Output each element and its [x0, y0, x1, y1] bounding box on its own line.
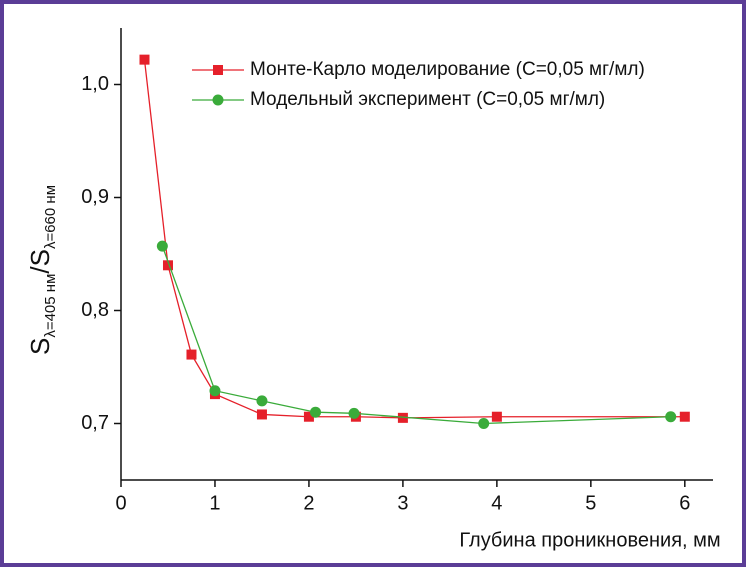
x-tick-label: 4 [491, 492, 502, 514]
x-tick-label: 1 [209, 492, 220, 514]
series-line [143, 59, 685, 419]
legend-label: Монте-Карло моделирование (С=0,05 мг/мл) [250, 59, 645, 80]
data-point [256, 409, 267, 420]
data-point [679, 411, 690, 422]
x-tick-label: 2 [303, 492, 314, 514]
y-label-part: λ=405 нм [42, 274, 59, 338]
y-label-part: S [25, 249, 55, 266]
legend-marker [213, 65, 223, 75]
legend-marker [212, 94, 224, 106]
data-point [162, 260, 173, 271]
data-point [665, 411, 677, 423]
data-point [139, 54, 150, 65]
x-tick-label: 6 [679, 492, 690, 514]
data-point [209, 385, 221, 397]
data-point [491, 411, 502, 422]
x-axis-label: Глубина проникновения, мм [459, 529, 720, 551]
y-tick-label: 0,8 [81, 299, 109, 321]
y-label-part: λ=660 нм [42, 185, 59, 249]
data-point [478, 418, 490, 429]
data-point [310, 406, 322, 418]
legend-label: Модельный эксперимент (С=0,05 мг/мл) [250, 89, 605, 110]
data-point [303, 411, 314, 422]
data-point [348, 407, 360, 419]
y-axis-label: Sλ=405 нм/Sλ=660 нм [25, 185, 59, 355]
x-tick-label: 3 [397, 492, 408, 514]
x-tick-label: 5 [585, 492, 596, 514]
data-point [186, 349, 197, 360]
data-point [256, 395, 268, 407]
data-point [397, 412, 408, 423]
x-tick-label: 0 [115, 492, 126, 514]
data-point [156, 240, 168, 252]
y-tick-label: 0,7 [81, 412, 109, 434]
y-label-part: S [25, 338, 55, 355]
y-label-part: / [25, 266, 55, 274]
y-tick-label: 1,0 [81, 73, 109, 95]
y-tick-label: 0,9 [81, 186, 109, 208]
